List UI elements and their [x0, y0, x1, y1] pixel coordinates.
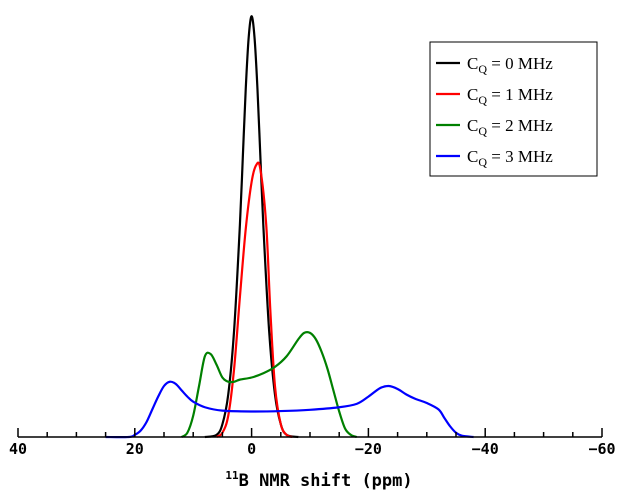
- x-axis-title-text: B NMR shift (ppm): [239, 471, 413, 491]
- series-line-3: [105, 380, 474, 439]
- series-line-1: [215, 161, 293, 439]
- x-tick-label: −20: [355, 440, 382, 458]
- x-tick-label: −40: [472, 440, 499, 458]
- x-axis-title: 11B NMR shift (ppm): [225, 469, 412, 491]
- legend-label-2: CQ = 2 MHz: [467, 116, 553, 138]
- x-axis: 40 20 0 −20 −40 −60: [9, 428, 616, 458]
- series-line-2: [180, 330, 358, 439]
- x-tick-label: 0: [247, 440, 256, 458]
- legend-box: [429, 41, 598, 177]
- legend-label-0: CQ = 0 MHz: [467, 54, 553, 76]
- x-tick-label: 40: [9, 440, 27, 458]
- x-axis-title-superscript: 11: [225, 469, 239, 482]
- legend-label-3: CQ = 3 MHz: [467, 147, 553, 169]
- legend-label-1: CQ = 1 MHz: [467, 85, 553, 107]
- series-layer: [105, 15, 474, 439]
- x-tick-label: −60: [588, 440, 615, 458]
- x-tick-label: 20: [126, 440, 144, 458]
- series-line-0: [204, 15, 299, 439]
- legend: CQ = 0 MHz CQ = 1 MHz CQ = 2 MHz CQ = 3 MHz: [429, 41, 598, 177]
